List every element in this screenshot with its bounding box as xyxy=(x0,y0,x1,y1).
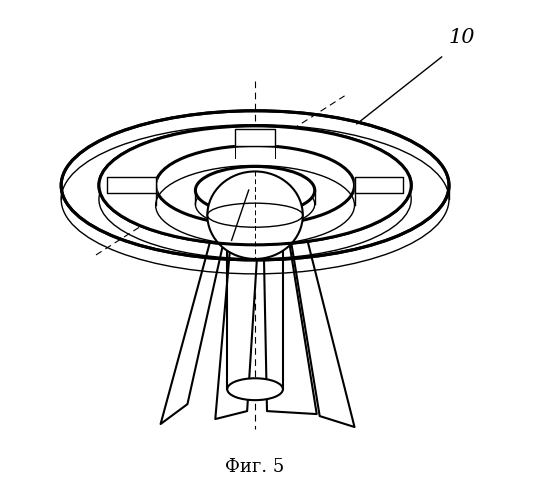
Polygon shape xyxy=(107,178,156,193)
Polygon shape xyxy=(61,111,449,260)
Polygon shape xyxy=(355,178,403,193)
Ellipse shape xyxy=(227,204,283,226)
Polygon shape xyxy=(287,216,355,427)
Polygon shape xyxy=(235,129,275,146)
Polygon shape xyxy=(215,210,260,419)
Text: Фиг. 5: Фиг. 5 xyxy=(225,458,285,476)
Polygon shape xyxy=(160,212,230,424)
Ellipse shape xyxy=(227,378,283,400)
Text: 10: 10 xyxy=(449,28,476,47)
Ellipse shape xyxy=(195,167,315,214)
Polygon shape xyxy=(235,225,275,242)
Ellipse shape xyxy=(208,172,303,259)
Polygon shape xyxy=(263,210,317,414)
Polygon shape xyxy=(156,146,355,225)
Polygon shape xyxy=(99,126,411,245)
